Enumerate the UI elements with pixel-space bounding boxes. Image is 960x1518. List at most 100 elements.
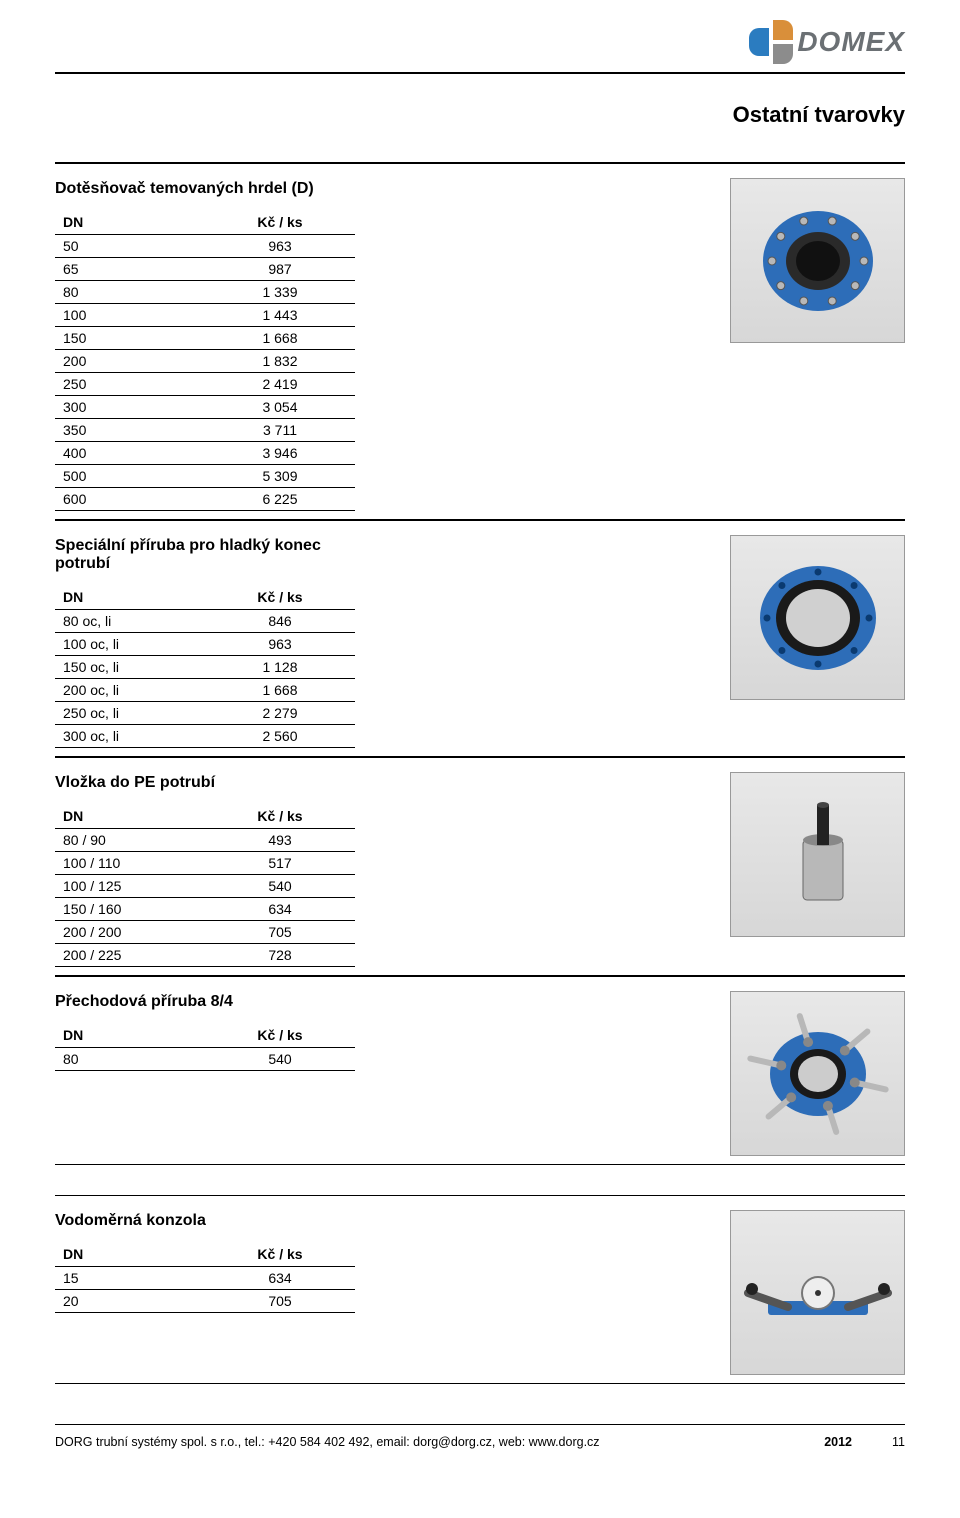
cell-price: 634 [205, 1267, 355, 1290]
section-title: Speciální příruba pro hladký konec potru… [55, 537, 355, 573]
product-thumbnail [730, 991, 905, 1156]
cell-dn: 100 [55, 304, 205, 327]
cell-dn: 400 [55, 442, 205, 465]
cell-dn: 200 oc, li [55, 679, 205, 702]
section-spacer [55, 1165, 905, 1195]
brand-logo: DOMEX [55, 20, 905, 72]
table-row: 65987 [55, 258, 355, 281]
cell-dn: 15 [55, 1267, 205, 1290]
col-header-price: Kč / ks [205, 1242, 355, 1267]
table-row: 20705 [55, 1290, 355, 1313]
col-header-dn: DN [55, 585, 205, 610]
product-thumbnail [730, 178, 905, 343]
price-table: DNKč / ks80 / 90493100 / 110517100 / 125… [55, 804, 355, 967]
table-row: 150 oc, li1 128 [55, 656, 355, 679]
cell-price: 540 [205, 875, 355, 898]
page-title: Ostatní tvarovky [55, 102, 905, 128]
table-row: 2001 832 [55, 350, 355, 373]
cell-price: 2 419 [205, 373, 355, 396]
footer-page-number: 11 [892, 1435, 905, 1449]
table-row: 250 oc, li2 279 [55, 702, 355, 725]
section-title: Vložka do PE potrubí [55, 774, 355, 792]
col-header-dn: DN [55, 1023, 205, 1048]
cell-dn: 100 / 110 [55, 852, 205, 875]
cell-dn: 150 [55, 327, 205, 350]
table-row: 2502 419 [55, 373, 355, 396]
cell-price: 517 [205, 852, 355, 875]
cell-dn: 80 / 90 [55, 829, 205, 852]
table-row: 801 339 [55, 281, 355, 304]
cell-price: 728 [205, 944, 355, 967]
table-row: 80 oc, li846 [55, 610, 355, 633]
cell-price: 705 [205, 921, 355, 944]
section-title: Vodoměrná konzola [55, 1212, 355, 1230]
cell-price: 3 054 [205, 396, 355, 419]
cell-dn: 80 [55, 281, 205, 304]
cell-price: 1 832 [205, 350, 355, 373]
cell-dn: 300 [55, 396, 205, 419]
cell-dn: 600 [55, 488, 205, 511]
product-thumbnail [730, 772, 905, 937]
price-table: DNKč / ks80540 [55, 1023, 355, 1071]
page-footer: DORG trubní systémy spol. s r.o., tel.: … [55, 1424, 905, 1459]
col-header-dn: DN [55, 1242, 205, 1267]
cell-price: 3 711 [205, 419, 355, 442]
col-header-price: Kč / ks [205, 804, 355, 829]
product-section: Vodoměrná konzola DNKč / ks1563420705 [55, 1195, 905, 1383]
cell-dn: 350 [55, 419, 205, 442]
section-title: Dotěsňovač temovaných hrdel (D) [55, 180, 355, 198]
cell-dn: 250 oc, li [55, 702, 205, 725]
table-row: 4003 946 [55, 442, 355, 465]
cell-dn: 100 oc, li [55, 633, 205, 656]
cell-dn: 200 [55, 350, 205, 373]
table-row: 200 oc, li1 668 [55, 679, 355, 702]
table-row: 80540 [55, 1048, 355, 1071]
table-row: 200 / 200705 [55, 921, 355, 944]
logo-mark-icon [749, 20, 793, 64]
col-header-price: Kč / ks [205, 585, 355, 610]
cell-price: 493 [205, 829, 355, 852]
table-row: 100 oc, li963 [55, 633, 355, 656]
table-row: 1501 668 [55, 327, 355, 350]
table-row: 100 / 110517 [55, 852, 355, 875]
product-thumbnail [730, 535, 905, 700]
cell-price: 5 309 [205, 465, 355, 488]
col-header-price: Kč / ks [205, 210, 355, 235]
cell-price: 540 [205, 1048, 355, 1071]
product-section: Vložka do PE potrubíDNKč / ks80 / 904931… [55, 757, 905, 975]
cell-dn: 300 oc, li [55, 725, 205, 748]
footer-company: DORG trubní systémy spol. s r.o., tel.: … [55, 1435, 600, 1449]
product-section: Přechodová příruba 8/4 DNKč / ks80540 [55, 976, 905, 1164]
brand-name: DOMEX [797, 26, 905, 58]
col-header-dn: DN [55, 804, 205, 829]
cell-dn: 200 / 225 [55, 944, 205, 967]
price-table: DNKč / ks80 oc, li846100 oc, li963150 oc… [55, 585, 355, 748]
section-title: Přechodová příruba 8/4 [55, 993, 355, 1011]
cell-price: 1 668 [205, 679, 355, 702]
table-row: 80 / 90493 [55, 829, 355, 852]
table-row: 100 / 125540 [55, 875, 355, 898]
cell-price: 987 [205, 258, 355, 281]
table-row: 6006 225 [55, 488, 355, 511]
cell-price: 846 [205, 610, 355, 633]
cell-price: 1 443 [205, 304, 355, 327]
product-thumbnail [730, 1210, 905, 1375]
cell-price: 1 668 [205, 327, 355, 350]
price-table: DNKč / ks1563420705 [55, 1242, 355, 1313]
cell-price: 2 560 [205, 725, 355, 748]
col-header-price: Kč / ks [205, 1023, 355, 1048]
table-row: 15634 [55, 1267, 355, 1290]
cell-price: 1 339 [205, 281, 355, 304]
section-divider [55, 1383, 905, 1384]
cell-price: 1 128 [205, 656, 355, 679]
cell-price: 3 946 [205, 442, 355, 465]
cell-dn: 80 oc, li [55, 610, 205, 633]
cell-dn: 65 [55, 258, 205, 281]
cell-dn: 20 [55, 1290, 205, 1313]
table-row: 3003 054 [55, 396, 355, 419]
cell-price: 963 [205, 633, 355, 656]
cell-price: 705 [205, 1290, 355, 1313]
cell-dn: 100 / 125 [55, 875, 205, 898]
table-row: 150 / 160634 [55, 898, 355, 921]
cell-dn: 500 [55, 465, 205, 488]
